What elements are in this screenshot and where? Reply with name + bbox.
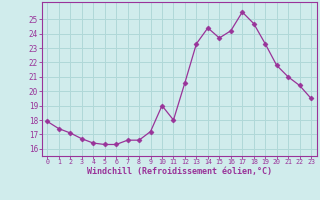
X-axis label: Windchill (Refroidissement éolien,°C): Windchill (Refroidissement éolien,°C) xyxy=(87,167,272,176)
